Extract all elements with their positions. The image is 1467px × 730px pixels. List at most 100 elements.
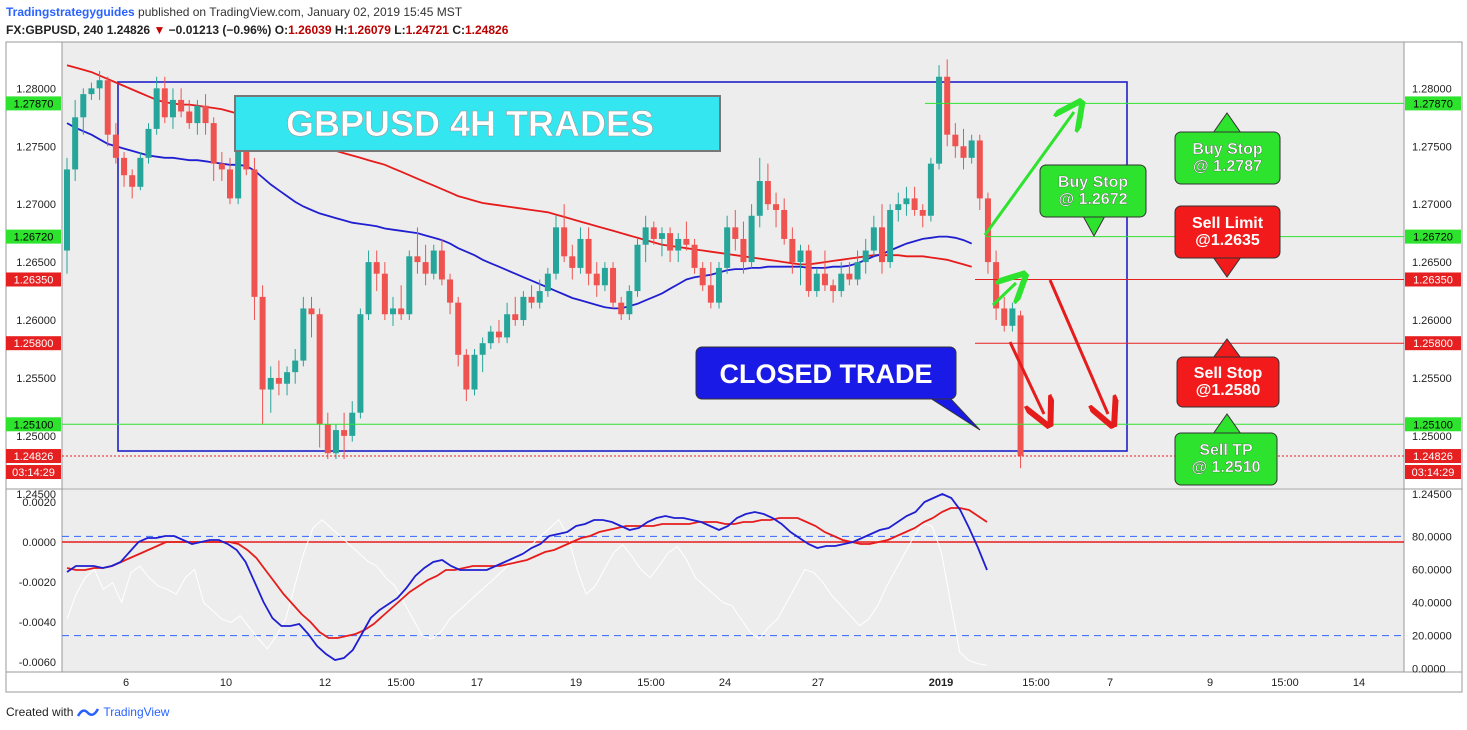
- candle[interactable]: [895, 192, 902, 222]
- candle[interactable]: [169, 88, 176, 129]
- candle[interactable]: [553, 215, 559, 280]
- candle[interactable]: [487, 325, 494, 349]
- candle[interactable]: [194, 99, 201, 135]
- candle[interactable]: [137, 152, 144, 191]
- candle[interactable]: [520, 291, 527, 326]
- candle[interactable]: [528, 285, 535, 309]
- candle[interactable]: [129, 169, 136, 199]
- candle[interactable]: [927, 157, 934, 222]
- candle[interactable]: [357, 308, 364, 419]
- candle[interactable]: [748, 204, 755, 268]
- author-name[interactable]: Tradingstrategyguides: [6, 5, 135, 19]
- candle[interactable]: [756, 157, 763, 228]
- candle[interactable]: [716, 262, 722, 309]
- candle[interactable]: [936, 65, 943, 170]
- candle[interactable]: [96, 70, 103, 100]
- candle[interactable]: [414, 227, 421, 274]
- candle[interactable]: [504, 302, 511, 344]
- candle[interactable]: [911, 186, 918, 216]
- candle[interactable]: [642, 215, 649, 263]
- candle[interactable]: [773, 192, 780, 228]
- candle[interactable]: [381, 262, 388, 321]
- candle[interactable]: [797, 244, 804, 286]
- candle[interactable]: [153, 76, 160, 135]
- candle[interactable]: [821, 250, 828, 292]
- candle[interactable]: [626, 285, 633, 321]
- candle[interactable]: [789, 227, 796, 274]
- candle[interactable]: [577, 227, 584, 274]
- candle[interactable]: [455, 296, 462, 367]
- candle[interactable]: [764, 163, 771, 210]
- candle[interactable]: [854, 250, 861, 286]
- candle[interactable]: [634, 238, 641, 297]
- candle[interactable]: [944, 59, 951, 147]
- candle[interactable]: [259, 285, 266, 425]
- candle[interactable]: [544, 267, 551, 297]
- candle[interactable]: [618, 296, 625, 321]
- candle[interactable]: [691, 238, 698, 274]
- candle[interactable]: [805, 244, 812, 297]
- candle[interactable]: [438, 238, 445, 286]
- candle[interactable]: [781, 198, 788, 245]
- candle[interactable]: [903, 186, 910, 216]
- candle[interactable]: [870, 215, 877, 257]
- candle[interactable]: [275, 360, 282, 396]
- candle[interactable]: [658, 227, 665, 257]
- candle[interactable]: [88, 82, 95, 100]
- tradingview-brand[interactable]: TradingView: [103, 705, 170, 719]
- candle[interactable]: [650, 221, 657, 245]
- candle[interactable]: [667, 227, 674, 263]
- candle[interactable]: [1017, 310, 1024, 469]
- candle[interactable]: [512, 296, 519, 326]
- candle[interactable]: [202, 94, 209, 135]
- candle[interactable]: [561, 204, 568, 263]
- candle[interactable]: [218, 152, 225, 182]
- candle[interactable]: [398, 285, 405, 321]
- candle[interactable]: [740, 221, 747, 274]
- candle[interactable]: [879, 204, 885, 274]
- candle[interactable]: [471, 348, 478, 396]
- candle[interactable]: [292, 348, 299, 384]
- candle[interactable]: [683, 221, 690, 251]
- candle[interactable]: [72, 99, 79, 182]
- candle[interactable]: [300, 296, 307, 367]
- candle[interactable]: [536, 279, 543, 309]
- candle[interactable]: [178, 88, 185, 118]
- candle[interactable]: [284, 366, 291, 396]
- candle[interactable]: [585, 227, 592, 286]
- candle[interactable]: [862, 238, 869, 274]
- candle[interactable]: [390, 296, 396, 326]
- candle[interactable]: [601, 262, 608, 292]
- candle[interactable]: [324, 412, 331, 460]
- candle[interactable]: [373, 250, 380, 292]
- candle[interactable]: [112, 123, 119, 164]
- candle[interactable]: [610, 262, 617, 309]
- candle[interactable]: [699, 262, 706, 292]
- candle[interactable]: [422, 244, 429, 286]
- candle[interactable]: [1009, 302, 1016, 332]
- candle[interactable]: [406, 250, 413, 321]
- candle[interactable]: [341, 412, 348, 460]
- candle[interactable]: [447, 273, 454, 315]
- candle[interactable]: [332, 424, 339, 460]
- candle[interactable]: [495, 320, 502, 344]
- candle[interactable]: [64, 157, 70, 274]
- candle[interactable]: [830, 279, 837, 303]
- candle[interactable]: [251, 157, 258, 321]
- candle[interactable]: [121, 152, 128, 187]
- candle[interactable]: [569, 244, 576, 280]
- candle[interactable]: [968, 134, 975, 164]
- candle[interactable]: [838, 262, 845, 297]
- candle[interactable]: [813, 267, 820, 297]
- candle[interactable]: [267, 366, 274, 413]
- candle[interactable]: [161, 76, 168, 124]
- candle[interactable]: [104, 76, 111, 147]
- candle[interactable]: [365, 250, 372, 321]
- candle[interactable]: [846, 262, 853, 286]
- candle[interactable]: [227, 157, 233, 205]
- candle[interactable]: [145, 123, 152, 164]
- candle[interactable]: [724, 215, 731, 274]
- candle[interactable]: [675, 233, 682, 263]
- candle[interactable]: [80, 88, 87, 135]
